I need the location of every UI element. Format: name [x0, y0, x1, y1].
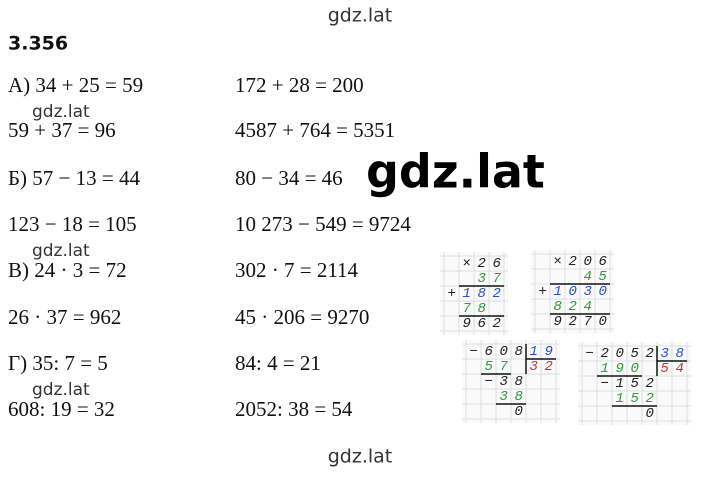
- digits: 37: [478, 271, 508, 287]
- digits: 152: [616, 376, 661, 392]
- watermark: gdz.lat: [32, 380, 90, 400]
- equation: Б) 57 − 13 = 44: [8, 166, 140, 190]
- digits: 26: [478, 256, 508, 272]
- grid-paper: [531, 250, 614, 333]
- digits: 2052: [601, 346, 661, 362]
- digits: −: [470, 344, 485, 360]
- digits: ×: [463, 256, 478, 272]
- digits: 1030: [554, 284, 614, 300]
- watermark: gdz.lat: [32, 102, 90, 122]
- digits: 962: [463, 316, 508, 332]
- equation: А) 34 + 25 = 59: [8, 73, 143, 97]
- digits: 190: [601, 361, 646, 377]
- digits: +: [539, 284, 554, 300]
- equation: 84: 4 = 21: [235, 351, 321, 375]
- digits: −: [586, 346, 601, 362]
- digits: 0: [646, 406, 661, 422]
- digits: 45: [584, 269, 614, 285]
- equation: 608: 19 = 32: [8, 397, 115, 421]
- digits: ×: [554, 254, 569, 270]
- digits: 38: [500, 389, 530, 405]
- digits: 206: [569, 254, 614, 270]
- watermark-big: gdz.lat: [366, 145, 545, 199]
- equation: 172 + 28 = 200: [235, 73, 364, 97]
- digits: +: [448, 286, 463, 302]
- digits: 152: [616, 391, 661, 407]
- watermark: gdz.lat: [328, 5, 393, 27]
- digits: 38: [500, 374, 530, 390]
- digits: 57: [485, 359, 515, 375]
- digits: 54: [661, 361, 691, 377]
- equations: А) 34 + 25 = 59 172 + 28 = 200 59 + 37 = 9…: [8, 73, 411, 421]
- digits: 824: [554, 299, 599, 315]
- equation: Г) 35: 7 = 5: [8, 351, 108, 375]
- watermark: gdz.lat: [32, 241, 90, 261]
- equation: 45 · 206 = 9270: [235, 305, 369, 329]
- digits: 9270: [554, 314, 614, 330]
- equation: 302 · 7 = 2114: [235, 258, 359, 282]
- digits: 78: [463, 301, 493, 317]
- digits: −: [601, 376, 616, 392]
- digits: 0: [515, 404, 530, 420]
- equation: 123 − 18 = 105: [8, 212, 137, 236]
- digits: 32: [530, 359, 560, 375]
- digits: 608: [485, 344, 530, 360]
- watermark: gdz.lat: [328, 446, 393, 468]
- equation: 26 · 37 = 962: [8, 305, 121, 329]
- digits: −: [485, 374, 500, 390]
- digits: 19: [530, 344, 560, 360]
- equation: 10 273 − 549 = 9724: [235, 212, 411, 236]
- heading: 3.356: [8, 33, 68, 55]
- digits: 38: [661, 346, 691, 362]
- equation: 59 + 37 = 96: [8, 118, 116, 142]
- equation: 80 − 34 = 46: [235, 166, 343, 190]
- digits: 182: [463, 286, 508, 302]
- equation: 4587 + 764 = 5351: [235, 118, 395, 142]
- equation: 2052: 38 = 54: [235, 397, 353, 421]
- equation: В) 24 · 3 = 72: [8, 258, 127, 282]
